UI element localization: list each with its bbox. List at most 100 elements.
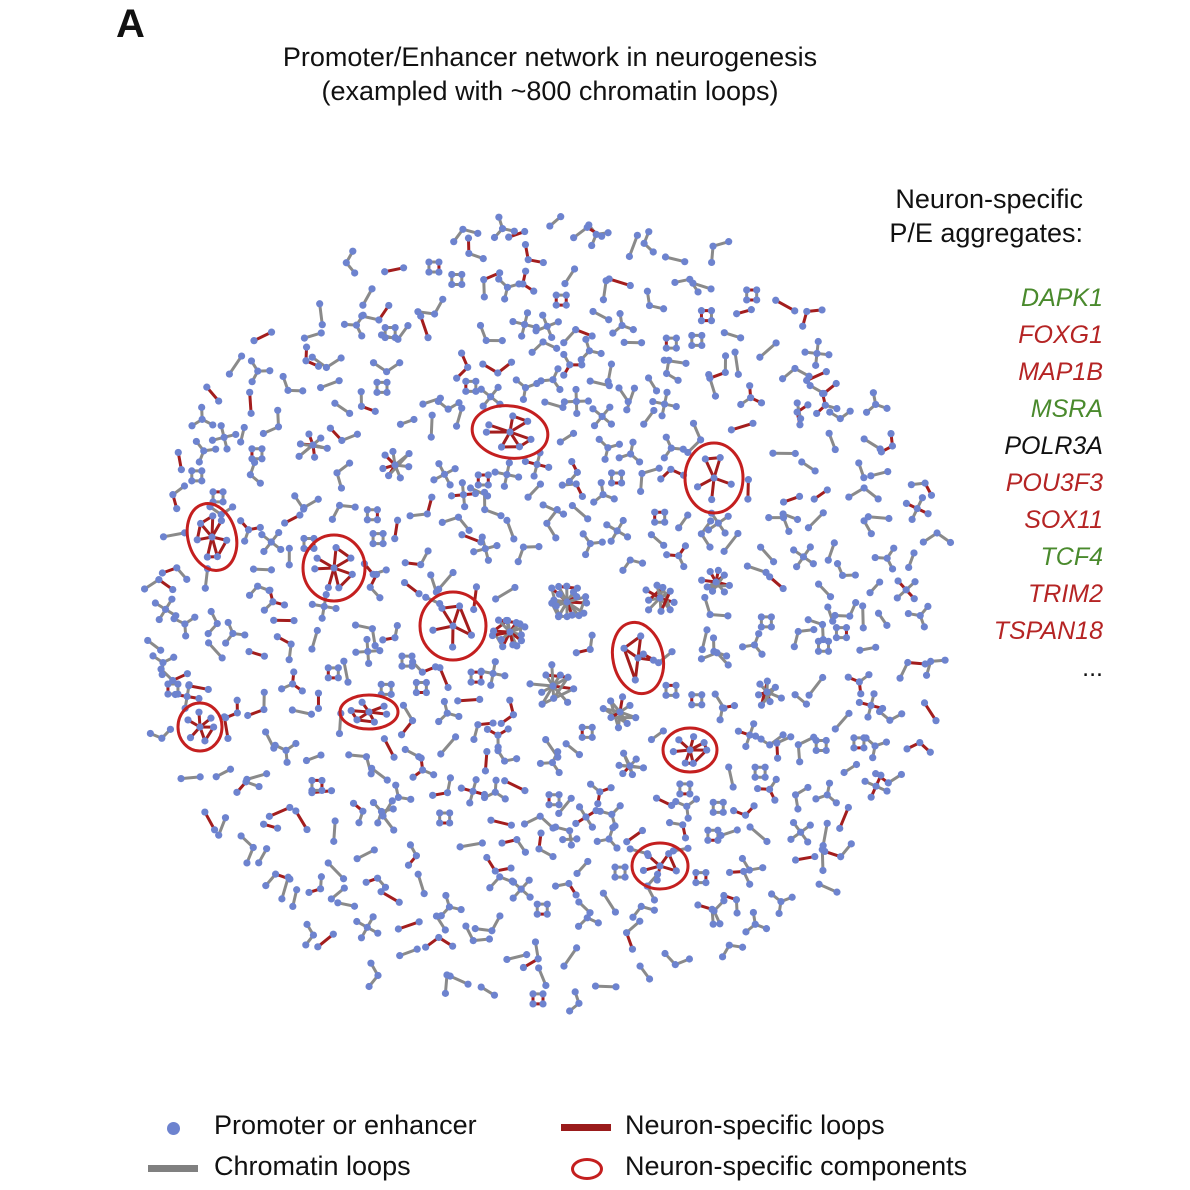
promoter-enhancer-node (573, 593, 581, 601)
promoter-enhancer-node (890, 544, 898, 552)
promoter-enhancer-node (759, 864, 767, 872)
promoter-enhancer-node (367, 959, 375, 967)
promoter-enhancer-node (579, 530, 587, 538)
promoter-enhancer-node (308, 353, 316, 361)
promoter-enhancer-node (462, 922, 470, 930)
promoter-enhancer-node (667, 465, 675, 473)
promoter-enhancer-node (698, 331, 706, 340)
promoter-enhancer-node (305, 430, 313, 438)
promoter-enhancer-node (605, 316, 613, 324)
promoter-enhancer-node (708, 587, 717, 595)
promoter-enhancer-node (572, 326, 580, 334)
promoter-enhancer-node (318, 786, 326, 795)
promoter-enhancer-node (749, 419, 757, 427)
promoter-enhancer-node (444, 683, 452, 692)
promoter-enhancer-node (489, 627, 498, 635)
promoter-enhancer-node (697, 530, 705, 538)
promoter-enhancer-node (484, 481, 492, 489)
promoter-enhancer-node (331, 817, 339, 825)
promoter-enhancer-node (203, 553, 211, 561)
promoter-enhancer-node (279, 372, 287, 381)
promoter-enhancer-node (358, 332, 366, 340)
promoter-enhancer-node (872, 782, 880, 790)
promoter-enhancer-node (177, 775, 185, 783)
promoter-enhancer-node (428, 411, 436, 419)
promoter-enhancer-node (351, 269, 359, 277)
promoter-enhancer-node (621, 873, 629, 881)
promoter-enhancer-node (872, 400, 880, 409)
promoter-enhancer-node (795, 492, 804, 501)
promoter-enhancer-node (487, 681, 495, 689)
promoter-enhancer-node (491, 658, 499, 666)
promoter-enhancer-node (495, 275, 503, 283)
promoter-enhancer-node (542, 981, 550, 990)
promoter-enhancer-node (208, 533, 216, 541)
promoter-enhancer-node (563, 582, 571, 590)
promoter-enhancer-node (562, 291, 570, 299)
promoter-enhancer-node (299, 387, 307, 395)
promoter-enhancer-node (847, 840, 855, 848)
promoter-enhancer-node (419, 400, 427, 408)
promoter-enhancer-node (629, 913, 637, 921)
promoter-enhancer-node (562, 301, 570, 309)
promoter-enhancer-node (734, 529, 742, 538)
promoter-enhancer-node (285, 544, 293, 552)
promoter-enhancer-node (697, 307, 706, 315)
promoter-enhancer-node (345, 459, 354, 467)
promoter-enhancer-node (625, 252, 634, 261)
promoter-enhancer-node (794, 741, 802, 749)
promoter-enhancer-node (317, 751, 325, 759)
promoter-enhancer-node (560, 371, 568, 379)
promoter-enhancer-node (314, 362, 323, 370)
promoter-enhancer-node (155, 576, 163, 584)
promoter-enhancer-node (585, 347, 594, 355)
promoter-enhancer-node (832, 379, 840, 388)
promoter-enhancer-node (799, 553, 808, 561)
promoter-enhancer-node (363, 635, 371, 644)
promoter-enhancer-node (240, 423, 248, 432)
promoter-enhancer-node (611, 908, 620, 916)
promoter-enhancer-node (743, 296, 751, 304)
promoter-enhancer-node (640, 239, 648, 247)
panel-letter: A (116, 2, 145, 46)
promoter-enhancer-node (525, 876, 533, 884)
promoter-enhancer-node (789, 818, 798, 827)
promoter-enhancer-node (318, 321, 326, 329)
promoter-enhancer-node (629, 438, 637, 446)
promoter-enhancer-node (639, 650, 647, 658)
promoter-enhancer-node (768, 890, 776, 898)
promoter-enhancer-node (535, 543, 543, 551)
promoter-enhancer-node (496, 873, 504, 881)
promoter-enhancer-node (823, 791, 831, 799)
promoter-enhancer-node (307, 710, 316, 718)
promoter-enhancer-node (645, 228, 653, 236)
promoter-enhancer-node (733, 310, 741, 318)
promoter-enhancer-node (831, 611, 839, 620)
promoter-enhancer-node (192, 437, 200, 446)
promoter-enhancer-node (277, 545, 285, 554)
promoter-enhancer-node (599, 889, 607, 897)
promoter-enhancer-node (710, 474, 718, 482)
promoter-enhancer-node (819, 866, 827, 875)
promoter-enhancer-node (545, 791, 553, 799)
promoter-enhancer-node (309, 931, 318, 939)
promoter-enhancer-node (806, 382, 814, 390)
promoter-enhancer-node (542, 736, 550, 744)
promoter-enhancer-node (267, 566, 276, 574)
promoter-enhancer-node (628, 945, 637, 953)
promoter-enhancer-node (637, 632, 645, 640)
promoter-enhancer-node (351, 621, 360, 629)
neuron-specific-loop (729, 421, 755, 432)
gene-label-foxg1: FOXG1 (1018, 321, 1103, 349)
promoter-enhancer-node (811, 852, 819, 861)
promoter-enhancer-node (757, 613, 765, 621)
gene-label-pou3f3: POU3F3 (1005, 469, 1103, 497)
promoter-enhancer-node (825, 429, 833, 437)
promoter-enhancer-node (470, 548, 478, 556)
promoter-enhancer-node (484, 556, 492, 564)
promoter-enhancer-node (846, 612, 854, 620)
promoter-enhancer-node (676, 780, 684, 788)
promoter-enhancer-node (515, 473, 523, 481)
promoter-enhancer-node (385, 472, 393, 480)
promoter-enhancer-node (269, 598, 277, 606)
